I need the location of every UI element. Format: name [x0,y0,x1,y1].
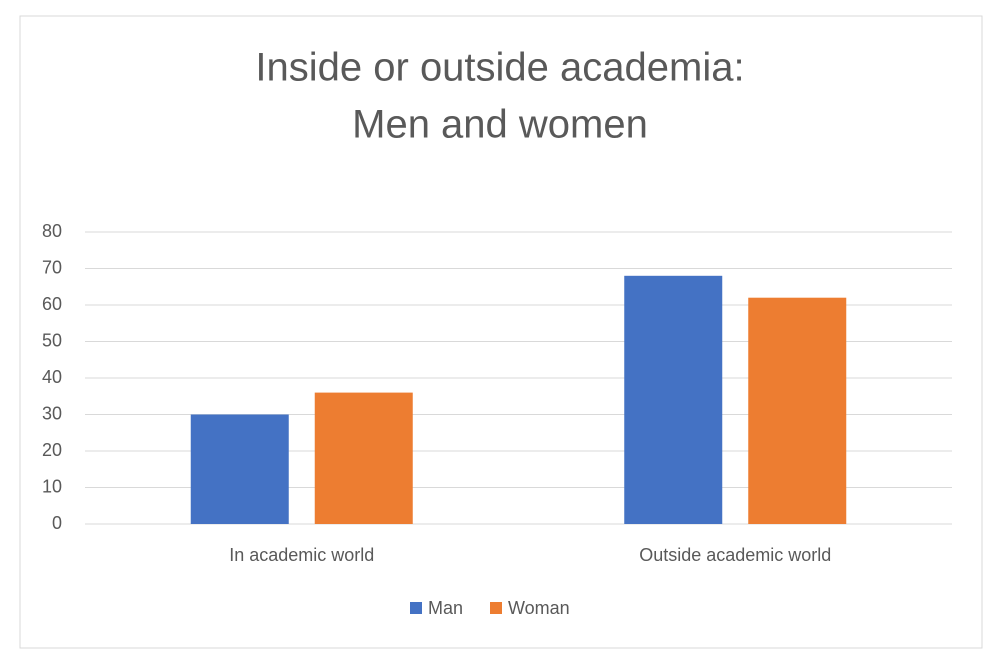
legend-swatch [410,602,422,614]
y-tick-label: 40 [42,367,62,387]
y-tick-label: 20 [42,440,62,460]
x-tick-label: Outside academic world [639,545,831,565]
y-tick-label: 30 [42,403,62,423]
y-tick-label: 10 [42,476,62,496]
legend-swatch [490,602,502,614]
bar [748,297,847,524]
y-tick-label: 70 [42,257,62,277]
bar [624,275,723,524]
y-tick-label: 50 [42,330,62,350]
y-tick-label: 80 [42,221,62,241]
y-tick-label: 60 [42,294,62,314]
chart-title: Inside or outside academia: [255,46,744,90]
bar [314,392,413,524]
legend-label: Man [428,598,463,618]
bar [190,414,289,524]
y-tick-label: 0 [52,513,62,533]
chart-title: Men and women [352,103,648,147]
x-tick-label: In academic world [229,545,374,565]
legend-label: Woman [508,598,570,618]
